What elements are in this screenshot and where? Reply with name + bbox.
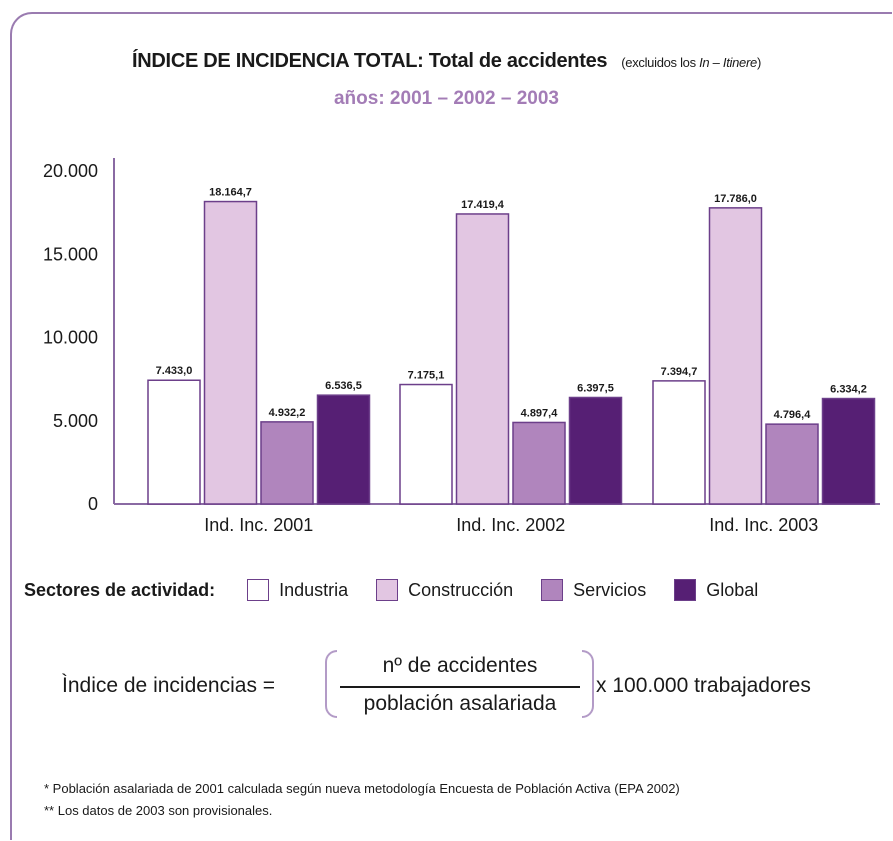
data-label: 17.419,4 xyxy=(461,199,505,211)
chart-title-main: ÍNDICE DE INCIDENCIA TOTAL: Total de acc… xyxy=(132,50,608,72)
bar xyxy=(203,200,258,505)
legend-swatch-servicios xyxy=(541,579,564,601)
formula-numerator: nº de accidentes xyxy=(382,654,538,677)
footnote-2: ** Los datos de 2003 son provisionales. xyxy=(44,803,273,818)
data-label: 6.334,2 xyxy=(830,384,867,396)
legend-item-servicios: Servicios xyxy=(541,579,646,601)
legend-swatch-global xyxy=(674,579,697,601)
footnotes: * Población asalariada de 2001 calculada… xyxy=(44,778,680,822)
y-tick-label: 20.000 xyxy=(43,161,98,181)
formula-lhs: Ìndice de incidencias = xyxy=(62,674,276,697)
data-label: 4.897,4 xyxy=(521,407,559,419)
data-label: 4.796,4 xyxy=(774,409,812,421)
bar xyxy=(708,207,763,505)
y-tick-label: 15.000 xyxy=(43,244,98,264)
bar xyxy=(399,383,453,505)
bar-chart: 0 5.000 10.000 15.000 20.000 7.433,0 18.164,7 4… xyxy=(43,158,880,535)
y-tick-label: 10.000 xyxy=(43,328,98,348)
x-category-label: Ind. Inc. 2001 xyxy=(204,515,313,535)
chart-title: ÍNDICE DE INCIDENCIA TOTAL: Total de acc… xyxy=(0,50,893,73)
bar xyxy=(147,379,201,505)
formula-rhs: x 100.000 trabajadores xyxy=(596,674,811,697)
bar xyxy=(316,394,371,505)
data-label: 4.932,2 xyxy=(269,407,306,419)
data-label: 7.433,0 xyxy=(156,365,193,377)
x-category-label: Ind. Inc. 2002 xyxy=(456,515,565,535)
formula-denominator: población asalariada xyxy=(363,692,557,715)
y-tick-label: 0 xyxy=(88,494,98,514)
y-tick-label: 5.000 xyxy=(53,411,98,431)
bar xyxy=(568,396,623,505)
formula-fraction-bar xyxy=(340,686,580,688)
legend: Sectores de actividad: Industria Constru… xyxy=(24,576,786,604)
legend-swatch-industria xyxy=(247,579,270,601)
legend-swatch-construccion xyxy=(376,579,399,601)
bar xyxy=(821,397,876,505)
data-label: 6.397,5 xyxy=(577,382,614,394)
legend-item-industria: Industria xyxy=(247,579,348,601)
x-category-label: Ind. Inc. 2003 xyxy=(709,515,818,535)
legend-title: Sectores de actividad: xyxy=(24,579,216,600)
bar xyxy=(512,421,566,505)
formula-right-bracket xyxy=(582,650,594,718)
chart-title-note: (excluidos los In – Itinere) xyxy=(621,55,761,70)
chart-subtitle: años: 2001 – 2002 – 2003 xyxy=(333,88,559,109)
data-label: 7.175,1 xyxy=(408,370,445,382)
formula: Ìndice de incidencias = nº de accidentes… xyxy=(0,648,893,728)
legend-item-global: Global xyxy=(674,579,758,601)
data-label: 18.164,7 xyxy=(209,187,252,199)
bar xyxy=(652,380,706,505)
legend-item-construccion: Construcción xyxy=(376,579,513,601)
bar xyxy=(260,421,314,505)
data-label: 6.536,5 xyxy=(325,380,362,392)
data-label: 7.394,7 xyxy=(661,366,698,378)
chart-frame xyxy=(10,12,892,840)
formula-left-bracket xyxy=(325,650,337,718)
data-label: 17.786,0 xyxy=(714,193,757,205)
bar xyxy=(765,423,819,505)
bar xyxy=(455,213,510,505)
footnote-1: * Población asalariada de 2001 calculada… xyxy=(44,781,680,796)
